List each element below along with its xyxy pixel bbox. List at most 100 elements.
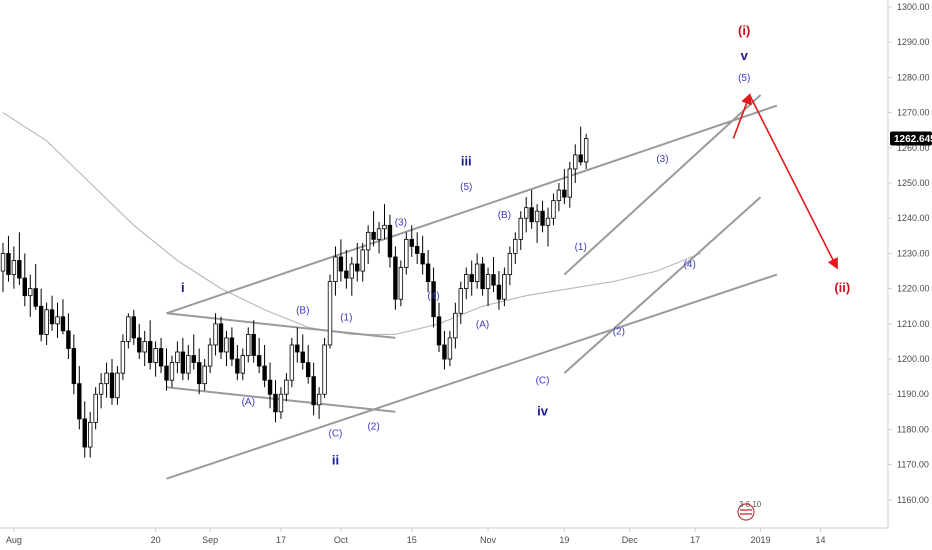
candle-body — [567, 168, 572, 198]
candle — [17, 232, 22, 286]
wave-label: (i) — [738, 23, 750, 38]
x-tick-label: Sep — [202, 535, 218, 545]
wave-label: (4) — [684, 260, 696, 271]
candle — [420, 235, 425, 275]
candle-body — [305, 362, 311, 378]
x-tick-label: 20 — [151, 535, 161, 545]
wave-label: (4) — [427, 291, 439, 302]
candle — [436, 302, 442, 352]
candle — [28, 274, 33, 317]
candle — [382, 204, 387, 240]
y-tick-label: 1250.00 — [897, 178, 930, 188]
candle — [442, 330, 447, 370]
candle-body — [115, 372, 120, 399]
watermark-logo: 3 6 10 — [737, 500, 762, 521]
candle-body — [153, 348, 158, 363]
forecast-arrow — [732, 92, 752, 139]
candle — [131, 309, 136, 345]
forecast-arrow — [748, 94, 838, 270]
candle-body — [518, 217, 523, 240]
candle — [38, 288, 44, 342]
candle — [376, 221, 382, 254]
candle — [480, 256, 485, 296]
candle-body — [333, 256, 338, 282]
candle — [425, 249, 431, 293]
candle-body — [229, 337, 235, 360]
candle — [224, 330, 229, 367]
moving-average-layer — [2, 112, 701, 335]
candle-body — [485, 274, 491, 290]
candle — [344, 249, 349, 289]
candle-body — [93, 393, 98, 423]
candle — [562, 168, 567, 205]
candle — [207, 337, 213, 374]
candle — [469, 260, 474, 296]
candle-body — [464, 274, 469, 290]
candle-body — [235, 358, 240, 374]
candle — [398, 260, 404, 307]
candle-body — [311, 376, 316, 406]
candle-body — [474, 263, 480, 283]
candle-body — [289, 344, 295, 381]
axes-layer — [0, 0, 889, 529]
candle — [289, 337, 295, 388]
candle — [55, 302, 60, 338]
candle — [164, 348, 169, 391]
candle — [158, 337, 164, 374]
trend-line-wedge-lower — [563, 196, 762, 374]
candle-body — [458, 288, 463, 314]
candle-body — [273, 393, 278, 413]
candle — [453, 302, 458, 349]
candle-body — [66, 330, 71, 349]
candle — [513, 232, 518, 264]
y-tick-label: 1180.00 — [897, 424, 929, 434]
candle-body — [207, 344, 213, 367]
candle-body — [365, 231, 371, 251]
wave-label: (B) — [498, 210, 511, 221]
candle — [305, 344, 311, 384]
y-tick-label: 1200.00 — [897, 354, 930, 364]
moving-average-line — [2, 112, 701, 335]
candle — [115, 366, 120, 405]
candle — [6, 235, 11, 282]
candle-body — [44, 309, 49, 335]
candle-body — [49, 309, 55, 325]
candle — [316, 387, 322, 419]
candle-body — [573, 154, 578, 170]
candle — [71, 334, 77, 395]
candle-body — [540, 210, 545, 226]
y-tick-label: 1190.00 — [897, 389, 929, 399]
candle-body — [6, 253, 11, 275]
candle — [431, 267, 436, 328]
candle — [355, 242, 360, 282]
candle — [295, 327, 300, 363]
candle-body — [180, 351, 186, 374]
candle — [11, 246, 17, 289]
candle — [175, 341, 180, 374]
trend-line-wedge-upper — [563, 94, 762, 276]
candle-body — [524, 207, 529, 219]
candle — [404, 232, 409, 275]
forecast-path-layer — [732, 92, 838, 270]
candle — [88, 411, 93, 458]
x-axis-ticks: Aug 20 Sep 17 Oct 15 Nov 19 Dec 17 2019 14 — [6, 528, 826, 545]
candle — [44, 302, 49, 345]
candle — [109, 359, 115, 405]
last-price-label: 1262.645 — [894, 134, 932, 145]
y-tick-label: 1260.00 — [897, 143, 930, 153]
candle-body — [316, 393, 322, 406]
candle — [142, 330, 147, 367]
candle — [49, 295, 55, 331]
candle-body — [71, 348, 77, 385]
candle-body — [551, 200, 556, 219]
wave-label: iii — [461, 153, 472, 168]
wave-label: (ii) — [834, 280, 850, 295]
candle-body — [0, 253, 6, 272]
candle — [120, 334, 126, 381]
candle-body — [55, 316, 60, 325]
candle — [153, 341, 158, 377]
candle-body — [88, 421, 93, 448]
candle-body — [360, 249, 365, 272]
candle — [333, 246, 338, 296]
